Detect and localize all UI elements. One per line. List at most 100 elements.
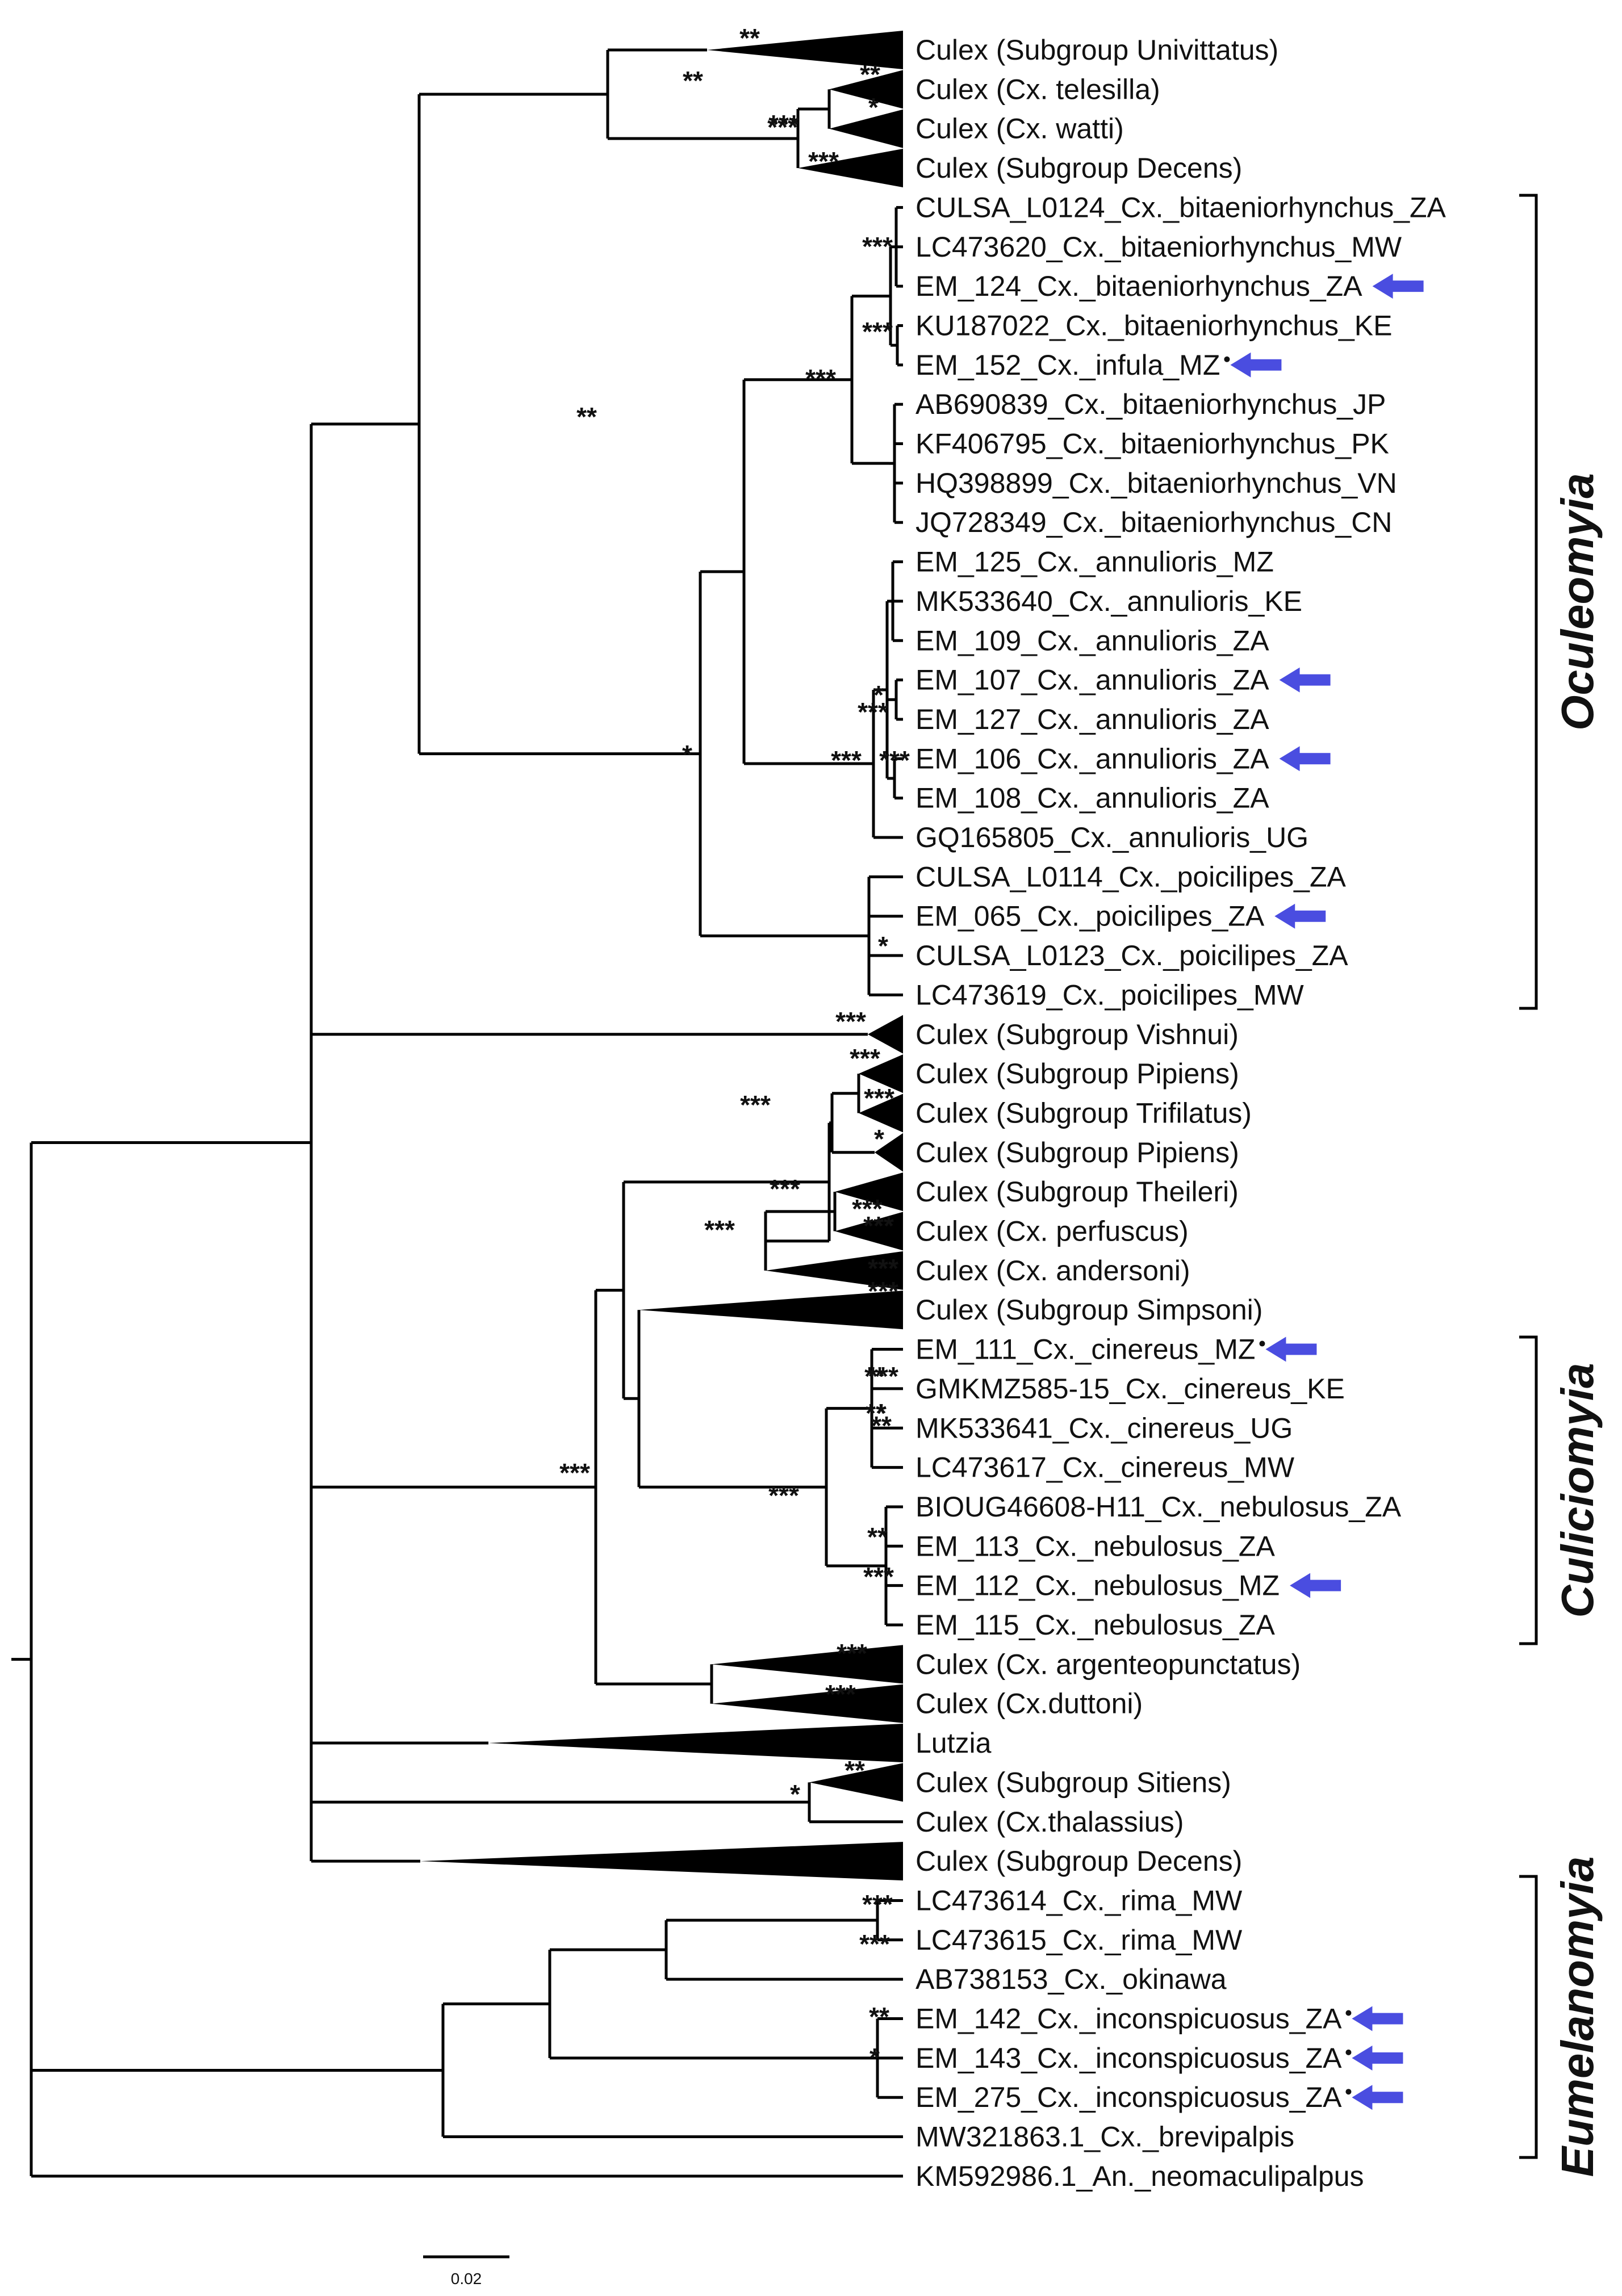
- support-label: ***: [858, 697, 888, 727]
- arrow-icon: [1372, 274, 1424, 299]
- eumelanomyia-bracket: [1519, 1875, 1538, 2159]
- taxon-label: GMKMZ585-15_Cx._cinereus_KE: [915, 1373, 1345, 1405]
- taxon-label: LC473615_Cx._rima_MW: [915, 1924, 1243, 1956]
- taxon-label: KF406795_Cx._bitaeniorhynchus_PK: [915, 428, 1389, 460]
- culiciomyia-label: Culiciomyia: [1552, 1363, 1603, 1618]
- collapsed-clade-30: [835, 1212, 903, 1251]
- support-labels: *********************************** *****…: [559, 23, 910, 2072]
- taxon-label: EM_109_Cx._annulioris_ZA: [915, 625, 1269, 656]
- taxon-label: Culex (Subgroup Simpsoni): [915, 1294, 1263, 1326]
- taxon-label: Culex (Cx. andersoni): [915, 1255, 1190, 1287]
- support-label: *: [876, 1398, 887, 1428]
- support-label: ***: [850, 1044, 880, 1073]
- taxon-label: LC473617_Cx._cinereus_MW: [915, 1452, 1295, 1484]
- collapsed-clade-2: [829, 109, 903, 148]
- collapsed-clade-1: [829, 70, 903, 109]
- support-label: ***: [863, 1211, 894, 1241]
- support-label: ***: [767, 112, 798, 142]
- taxon-label: Culex (Subgroup Pipiens): [915, 1137, 1239, 1168]
- collapsed-clade-25: [868, 1015, 903, 1054]
- taxon-label: LC473620_Cx._bitaeniorhynchus_MW: [915, 231, 1402, 263]
- arrow-icon: [1279, 746, 1331, 772]
- support-label: *: [874, 1124, 884, 1154]
- support-label: ***: [559, 1458, 590, 1488]
- taxon-label: Culex (Subgroup Sitiens): [915, 1766, 1231, 1798]
- collapsed-clade-41: [712, 1645, 903, 1684]
- taxon-label: EM_275_Cx._inconspicuosus_ZA: [915, 2081, 1342, 2113]
- taxon-label: KU187022_Cx._bitaeniorhynchus_KE: [915, 309, 1392, 341]
- taxon-label: AB738153_Cx._okinawa: [915, 1963, 1227, 1995]
- support-label: ***: [852, 1194, 883, 1224]
- taxon-label: EM_113_Cx._nebulosus_ZA: [915, 1530, 1275, 1562]
- support-label: *: [682, 740, 692, 769]
- taxon-label: Culex (Cx. telesilla): [915, 73, 1160, 105]
- taxon-label: Culex (Subgroup Decens): [915, 1845, 1242, 1877]
- collapsed-clade-42: [712, 1684, 903, 1723]
- dot-marker: [1345, 2089, 1352, 2095]
- taxon-label: EM_106_Cx._annulioris_ZA: [915, 743, 1269, 774]
- support-label: **: [739, 23, 760, 53]
- support-label: **: [869, 2002, 889, 2031]
- taxon-label: EM_112_Cx._nebulosus_MZ: [915, 1570, 1280, 1602]
- collapsed-clade-29: [835, 1172, 903, 1212]
- taxon-label: EM_115_Cx._nebulosus_ZA: [915, 1609, 1275, 1641]
- taxon-label: Culex (Cx.duttoni): [915, 1688, 1143, 1720]
- taxon-label: Culex (Cx. perfuscus): [915, 1216, 1189, 1247]
- collapsed-clade-0: [707, 31, 903, 69]
- dot-marker: [1224, 356, 1230, 362]
- support-label: ***: [740, 1090, 771, 1120]
- eumelanomyia-label: Eumelanomyia: [1552, 1857, 1603, 2177]
- support-label: ***: [868, 1276, 898, 1306]
- collapsed-clade-46: [420, 1842, 903, 1881]
- oculeomyia-label: Oculeomyia: [1552, 473, 1603, 731]
- support-label: ***: [862, 232, 893, 261]
- taxon-label: BIOUG46608-H11_Cx._nebulosus_ZA: [915, 1491, 1402, 1523]
- dot-marker: [1345, 2049, 1352, 2055]
- taxon-label: KM592986.1_An._neomaculipalpus: [915, 2160, 1364, 2192]
- taxon-label: CULSA_L0124_Cx._bitaeniorhynchus_ZA: [915, 191, 1447, 223]
- collapsed-clade-26: [859, 1054, 903, 1093]
- support-label: ***: [862, 1889, 893, 1919]
- support-label: ***: [863, 1562, 894, 1591]
- taxon-label: EM_127_Cx._annulioris_ZA: [915, 703, 1269, 735]
- culiciomyia-bracket: [1519, 1335, 1538, 1645]
- taxon-label: EM_125_Cx._annulioris_MZ: [915, 546, 1274, 578]
- support-label: ***: [879, 745, 910, 775]
- support-label: ***: [768, 1481, 799, 1510]
- support-label: **: [683, 66, 703, 95]
- support-label: ***: [868, 1254, 898, 1283]
- support-label: ***: [831, 745, 862, 775]
- support-label: **: [845, 1755, 865, 1785]
- support-label: ***: [835, 1007, 866, 1036]
- arrow-icon: [1230, 352, 1282, 378]
- support-label: *: [790, 1779, 800, 1809]
- taxon-label: LC473619_Cx._poicilipes_MW: [915, 979, 1304, 1011]
- clade-brackets: Oculeomyia Culiciomyia Eumelanomyia: [1519, 194, 1603, 2177]
- support-label: ***: [859, 1929, 890, 1959]
- oculeomyia-bracket: [1519, 194, 1538, 1010]
- taxon-label: Culex (Subgroup Theileri): [915, 1176, 1239, 1208]
- support-label: *: [873, 680, 884, 710]
- taxon-label: MW321863.1_Cx._brevipalpis: [915, 2121, 1294, 2153]
- taxon-label: GQ165805_Cx._annulioris_UG: [915, 822, 1309, 853]
- support-label: **: [867, 1522, 888, 1552]
- support-label: **: [576, 402, 597, 431]
- taxon-label: Culex (Cx. argenteopunctatus): [915, 1648, 1301, 1680]
- taxon-label: EM_107_Cx._annulioris_ZA: [915, 664, 1269, 696]
- taxon-label: Culex (Cx. watti): [915, 113, 1124, 145]
- taxon-label: EM_065_Cx._poicilipes_ZA: [915, 900, 1265, 932]
- taxon-label: Culex (Subgroup Decens): [915, 152, 1242, 184]
- taxon-label: EM_108_Cx._annulioris_ZA: [915, 782, 1269, 814]
- collapsed-clade-43: [488, 1724, 903, 1763]
- arrow-icon: [1274, 903, 1326, 929]
- support-label: ***: [808, 146, 839, 176]
- taxon-label: LC473614_Cx._rima_MW: [915, 1884, 1243, 1916]
- taxon-label: Culex (Cx.thalassius): [915, 1806, 1184, 1838]
- taxon-label: EM_111_Cx._cinereus_MZ: [915, 1334, 1255, 1365]
- arrow-icon: [1279, 667, 1331, 693]
- support-label: *: [869, 2043, 880, 2072]
- support-label: *: [868, 93, 879, 122]
- taxon-label: EM_142_Cx._inconspicuosus_ZA: [915, 2003, 1342, 2035]
- support-label: **: [871, 1411, 892, 1440]
